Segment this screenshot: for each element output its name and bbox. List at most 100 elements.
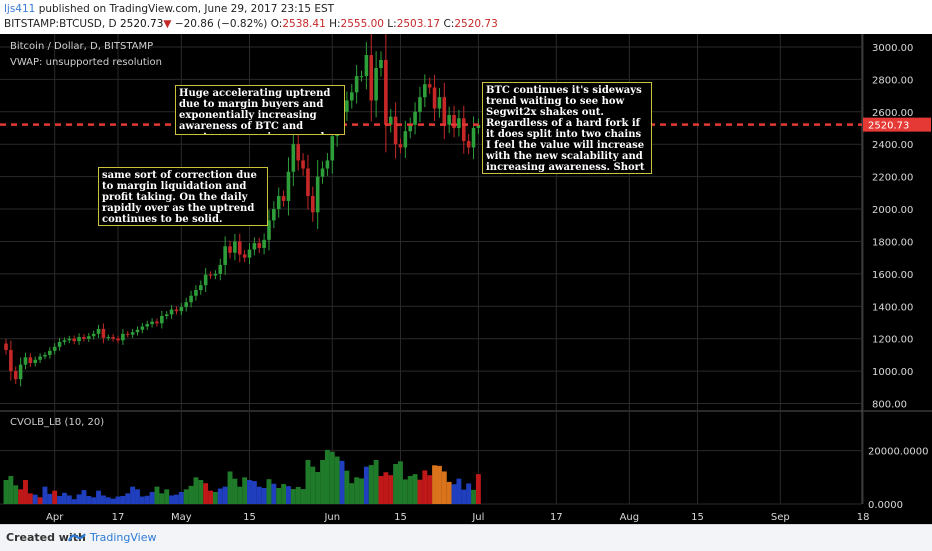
- candle-body: [349, 92, 354, 101]
- volume-bar: [188, 485, 194, 504]
- candle-body: [466, 140, 471, 148]
- volume-bar: [295, 486, 301, 504]
- candles: [4, 34, 481, 387]
- volume-bar: [242, 477, 248, 504]
- volume-bar: [212, 492, 218, 504]
- candle-body: [121, 333, 125, 341]
- volume-bar: [466, 483, 472, 504]
- candle-body: [125, 333, 130, 335]
- candle-body: [233, 241, 237, 253]
- volume-bar: [315, 472, 321, 504]
- candle-body: [208, 274, 213, 276]
- volume-bar: [32, 494, 38, 504]
- volume-bar: [422, 470, 428, 504]
- footer-bar: Created with TradingView: [0, 524, 932, 551]
- x-tick-label: Apr: [46, 512, 64, 523]
- candle-body: [130, 332, 135, 335]
- volume-bar: [388, 475, 394, 504]
- price-scale-background: [862, 34, 932, 504]
- candle-body: [442, 97, 447, 125]
- candle-body: [325, 160, 330, 169]
- price-change: −20.86 (−0.82%): [174, 18, 268, 30]
- candle-body: [174, 309, 179, 312]
- candle-body: [9, 350, 13, 372]
- candle-body: [106, 337, 111, 339]
- candle-body: [160, 316, 164, 324]
- volume-bar: [193, 477, 199, 504]
- chart-canvas[interactable]: 3000.00 2800.00 2600.00 2400.00 2200.00 2000.…: [0, 34, 932, 524]
- volume-bar: [91, 497, 97, 504]
- volume-bar: [178, 492, 184, 504]
- candle-body: [320, 168, 325, 177]
- volume-bar: [47, 493, 53, 504]
- volume-bar: [378, 476, 384, 504]
- candle-body: [57, 341, 62, 347]
- volume-tick-label: 20000.0000: [868, 447, 928, 458]
- vwap-indicator-label: VWAP: unsupported resolution: [10, 57, 162, 68]
- tradingview-logo-icon: [68, 533, 86, 542]
- candle-body: [140, 326, 145, 330]
- volume-bar: [324, 449, 330, 504]
- volume-bar: [222, 486, 228, 504]
- chart-background: [0, 34, 932, 504]
- candle-body: [189, 295, 193, 303]
- volume-bar: [27, 493, 33, 504]
- volume-bar: [383, 472, 389, 504]
- volume-bar: [359, 478, 364, 504]
- candle-body: [374, 68, 378, 101]
- candle-body: [145, 324, 150, 327]
- volume-indicator-label: CVOLB_LB (10, 20): [10, 417, 104, 428]
- symbol-label: BITSTAMP:BTCUSD, D: [4, 18, 117, 30]
- y-tick-label: 2400.00: [872, 140, 913, 151]
- candle-body: [393, 116, 398, 145]
- candle-body: [437, 97, 442, 109]
- volume-bar: [13, 485, 19, 504]
- candle-body: [296, 144, 300, 161]
- volume-bar: [276, 488, 282, 504]
- volume-bar: [120, 496, 126, 504]
- volume-tick-label: 0.0000: [868, 500, 903, 511]
- high-label: H:: [329, 18, 341, 30]
- y-tick-label: 800.00: [872, 400, 907, 411]
- candle-body: [247, 249, 252, 258]
- candle-body: [447, 115, 451, 125]
- volume-bar: [100, 495, 106, 504]
- annotation-correction[interactable]: same sort of correction due to margin li…: [98, 167, 268, 226]
- last-price: 2520.73: [119, 18, 164, 30]
- candle-body: [403, 131, 408, 148]
- volume-bar: [432, 465, 438, 504]
- volume-bar: [393, 464, 399, 504]
- volume-bar: [271, 483, 277, 504]
- volume-bar: [451, 484, 457, 504]
- volume-bar: [339, 460, 345, 504]
- candle-body: [91, 333, 96, 337]
- chart-title: Bitcoin / Dollar, D, BITSTAMP: [10, 41, 153, 52]
- x-tick-label: Aug: [620, 512, 640, 523]
- tradingview-link[interactable]: TradingView: [90, 531, 157, 544]
- candle-body: [77, 337, 81, 342]
- x-tick-label: May: [171, 512, 192, 523]
- candle-body: [169, 309, 174, 315]
- candle-body: [252, 243, 257, 250]
- candle-body: [471, 128, 476, 148]
- candle-body: [111, 337, 115, 339]
- y-tick-label: 2200.00: [872, 173, 913, 184]
- candle-body: [155, 321, 159, 324]
- author-link[interactable]: ljs411: [4, 3, 36, 15]
- x-tick-label: 18: [857, 512, 870, 523]
- annotation-sideways[interactable]: BTC continues it's sideways trend waitin…: [482, 82, 652, 174]
- volume-bar: [320, 460, 325, 504]
- candle-body: [62, 340, 67, 342]
- volume-bar: [290, 489, 296, 504]
- x-tick-label: Jul: [471, 512, 484, 523]
- annotation-uptrend[interactable]: Huge accelerating uptrend due to margin …: [175, 85, 345, 135]
- volume-bar: [105, 497, 111, 504]
- volume-bar: [23, 480, 28, 504]
- volume-bar: [125, 493, 131, 504]
- volume-bar: [251, 481, 257, 504]
- candle-body: [203, 274, 208, 286]
- candle-body: [291, 144, 296, 172]
- volume-bar: [427, 475, 433, 504]
- candle-body: [96, 328, 101, 334]
- volume-bar: [286, 486, 291, 504]
